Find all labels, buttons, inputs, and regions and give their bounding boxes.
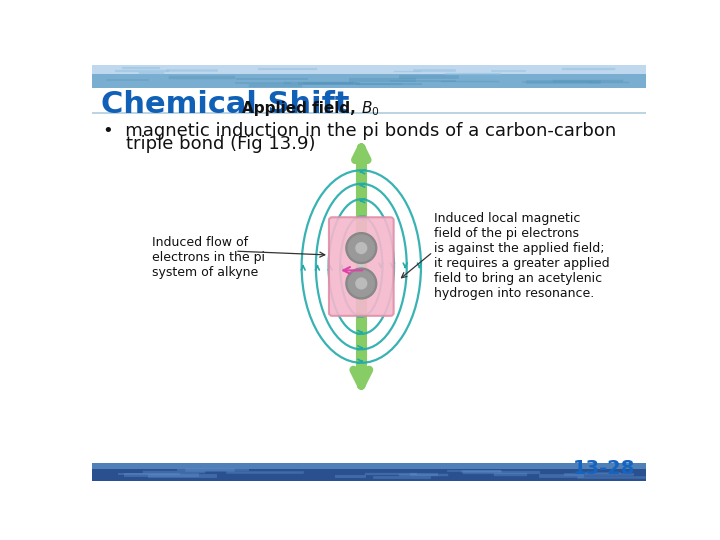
Text: Applied field,: Applied field, xyxy=(243,101,361,116)
FancyBboxPatch shape xyxy=(329,217,394,316)
Bar xyxy=(92,65,647,88)
Bar xyxy=(92,65,647,74)
Circle shape xyxy=(356,242,366,253)
Bar xyxy=(92,467,647,481)
Circle shape xyxy=(346,233,377,264)
Text: •  magnetic induction in the pi bonds of a carbon-carbon: • magnetic induction in the pi bonds of … xyxy=(104,122,616,140)
Circle shape xyxy=(348,235,374,261)
Bar xyxy=(92,88,647,111)
Text: Induced local magnetic
field of the pi electrons
is against the applied field;
i: Induced local magnetic field of the pi e… xyxy=(434,212,610,300)
Text: Induced flow of
electrons in the pi
system of alkyne: Induced flow of electrons in the pi syst… xyxy=(152,236,265,279)
Bar xyxy=(92,463,647,469)
Text: Chemical Shift: Chemical Shift xyxy=(101,90,349,119)
Circle shape xyxy=(348,271,374,296)
Text: triple bond (Fig 13.9): triple bond (Fig 13.9) xyxy=(104,135,316,153)
Text: $\mathit{B}_0$: $\mathit{B}_0$ xyxy=(361,99,380,118)
Circle shape xyxy=(356,278,366,289)
Text: 13-28: 13-28 xyxy=(573,459,636,478)
Circle shape xyxy=(346,268,377,299)
